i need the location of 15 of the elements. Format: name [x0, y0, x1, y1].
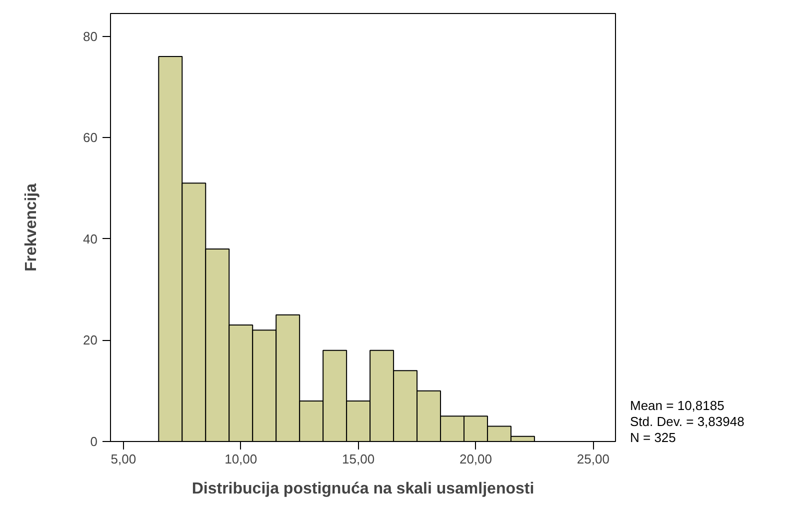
x-tick-label: 20,00 [459, 452, 492, 466]
x-tick-label: 5,00 [110, 452, 136, 466]
x-tick-label: 25,00 [576, 452, 610, 466]
x-tick-label: 15,00 [342, 452, 375, 466]
y-tick-label: 0 [90, 434, 98, 449]
y-tick-label: 40 [83, 231, 98, 246]
y-axis-title: Frekvencija [23, 183, 40, 272]
text: Mean = 10,8185 [630, 398, 724, 413]
y-tick-label: 60 [83, 130, 98, 146]
y-tick-label: 80 [83, 28, 98, 44]
text: Std. Dev. = 3,83948 [630, 414, 744, 429]
y-tick-label: 20 [83, 332, 98, 348]
x-tick-label: 10,00 [224, 452, 258, 466]
x-axis-title: Distribucija postignuća na skali usamljenosti [192, 480, 534, 498]
text: N = 325 [630, 430, 676, 445]
